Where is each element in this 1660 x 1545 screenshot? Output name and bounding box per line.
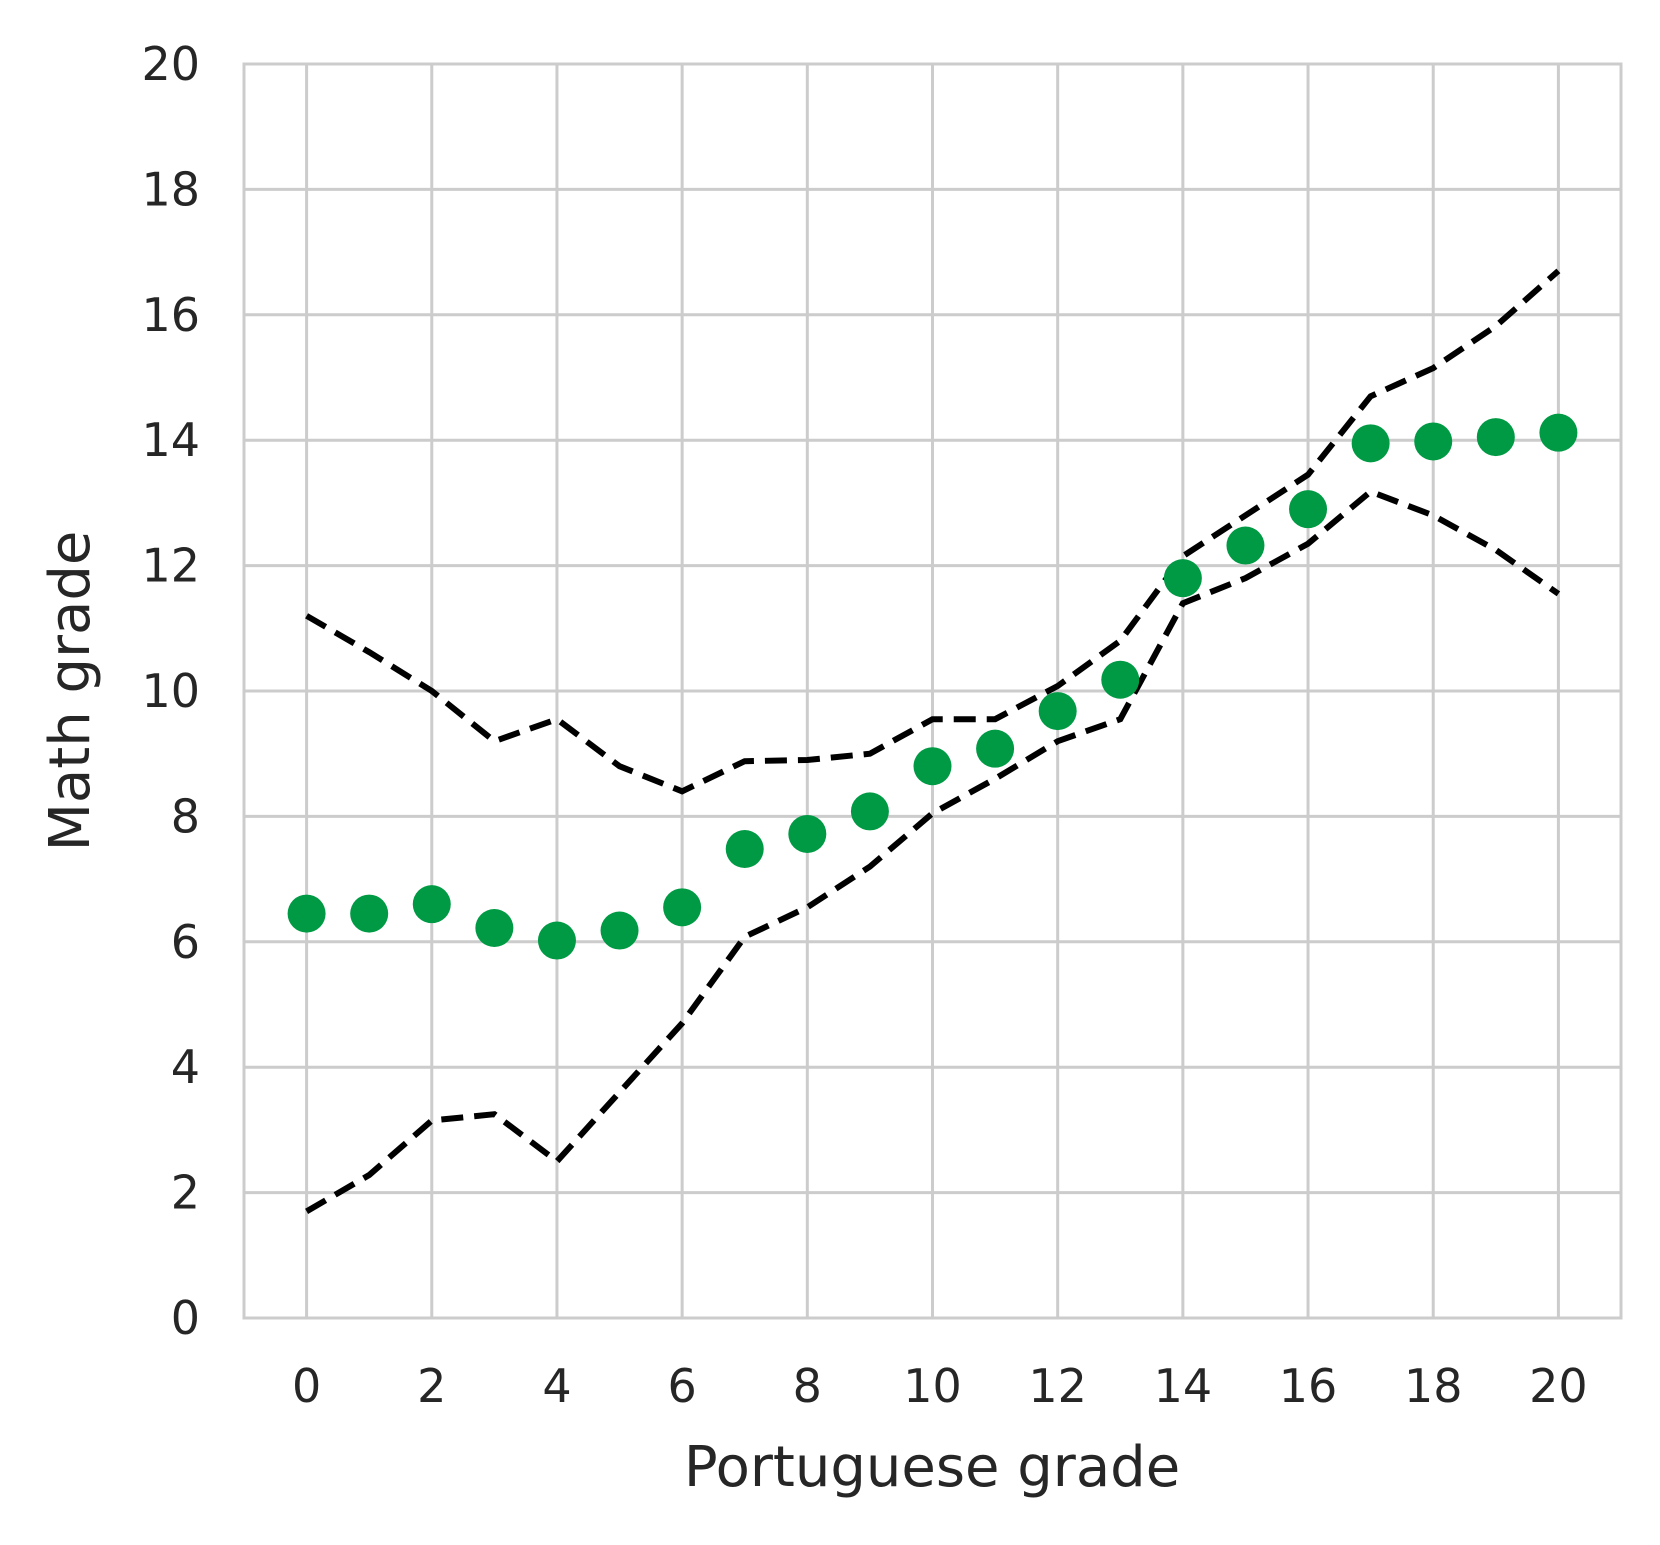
plot-frame bbox=[242, 62, 1623, 1320]
y-tick-label: 0 bbox=[171, 1291, 200, 1345]
y-tick-label: 4 bbox=[171, 1040, 200, 1094]
data-point bbox=[850, 792, 889, 831]
data-point bbox=[725, 830, 764, 869]
x-tick-label: 6 bbox=[667, 1359, 696, 1413]
data-point bbox=[913, 747, 952, 786]
data-point bbox=[475, 909, 514, 948]
data-point bbox=[1351, 424, 1390, 463]
grid bbox=[244, 62, 1621, 1320]
x-tick-label: 12 bbox=[1028, 1359, 1087, 1413]
data-point bbox=[1163, 559, 1202, 598]
y-tick-label: 12 bbox=[141, 539, 200, 593]
y-tick-label: 14 bbox=[141, 413, 200, 467]
x-tick-label: 0 bbox=[292, 1359, 321, 1413]
y-tick-label: 10 bbox=[141, 664, 200, 718]
x-tick-label: 16 bbox=[1279, 1359, 1338, 1413]
data-point bbox=[1414, 422, 1453, 461]
data-point bbox=[1539, 413, 1578, 452]
data-point bbox=[537, 921, 576, 960]
y-tick-label: 6 bbox=[171, 915, 200, 969]
dashed-line-2 bbox=[305, 488, 1561, 1214]
x-tick-label: 10 bbox=[903, 1359, 962, 1413]
data-point bbox=[412, 885, 451, 924]
data-point bbox=[976, 729, 1015, 768]
y-tick-label: 8 bbox=[171, 789, 200, 843]
data-point bbox=[663, 888, 702, 927]
x-tick-label: 18 bbox=[1404, 1359, 1463, 1413]
data-point bbox=[1226, 526, 1265, 565]
data-point bbox=[350, 894, 389, 933]
data-point bbox=[287, 894, 326, 933]
series-layer bbox=[287, 268, 1578, 1214]
x-axis-title: Portuguese grade bbox=[684, 1435, 1180, 1500]
data-point bbox=[1101, 660, 1140, 699]
x-tick-label: 14 bbox=[1154, 1359, 1213, 1413]
y-axis-title: Math grade bbox=[38, 531, 103, 852]
data-point bbox=[600, 911, 639, 950]
data-point bbox=[1038, 692, 1077, 731]
data-point bbox=[788, 814, 827, 853]
x-tick-label: 2 bbox=[417, 1359, 446, 1413]
data-point bbox=[1476, 418, 1515, 457]
y-tick-label: 18 bbox=[141, 162, 200, 216]
x-tick-label: 4 bbox=[542, 1359, 571, 1413]
y-tick-label: 16 bbox=[141, 288, 200, 342]
x-tick-label: 20 bbox=[1529, 1359, 1588, 1413]
y-tick-label: 2 bbox=[171, 1166, 200, 1220]
tick-labels: 0 2 4 6 8 10 12 14 16 18 20 0 2 4 6 8 10 12 14 16 18 20 bbox=[141, 37, 1587, 1413]
dashed-line-1 bbox=[305, 268, 1561, 795]
y-tick-label: 20 bbox=[141, 37, 200, 91]
x-tick-label: 8 bbox=[793, 1359, 822, 1413]
data-point bbox=[1289, 490, 1328, 529]
